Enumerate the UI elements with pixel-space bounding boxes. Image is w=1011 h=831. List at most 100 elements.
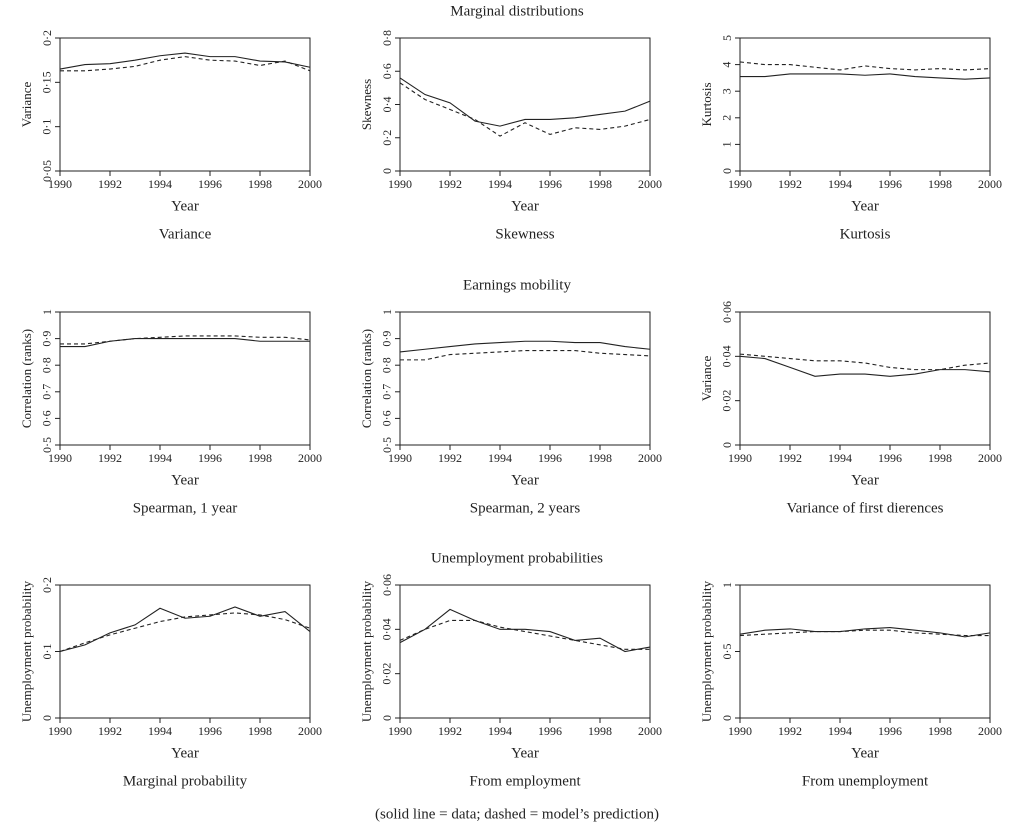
y-axis-label: Correlation (ranks) bbox=[359, 329, 374, 428]
x-tick-label: 1992 bbox=[438, 177, 462, 191]
y-tick-label: 0 bbox=[720, 442, 734, 448]
series-line bbox=[60, 335, 311, 345]
x-tick-label: 1992 bbox=[98, 724, 122, 738]
series-line bbox=[60, 338, 310, 348]
x-tick-label: 1994 bbox=[488, 724, 512, 738]
y-tick-label: 0 bbox=[720, 168, 734, 174]
plot-frame bbox=[739, 311, 991, 446]
series-line bbox=[739, 629, 990, 637]
x-axis-label: Year bbox=[511, 198, 539, 214]
y-tick-label: 0·4 bbox=[380, 97, 394, 113]
x-axis-label: Year bbox=[171, 198, 199, 214]
y-tick-label: 0·2 bbox=[380, 130, 394, 146]
panel-title: Variance bbox=[159, 226, 212, 242]
series-line bbox=[740, 73, 991, 80]
series-line bbox=[739, 353, 991, 371]
x-tick-label: 2000 bbox=[978, 177, 1002, 191]
y-tick-label: 0·04 bbox=[720, 345, 734, 367]
series-line bbox=[399, 340, 651, 353]
y-tick-label: 2 bbox=[720, 115, 734, 121]
series-line bbox=[59, 606, 311, 653]
y-tick-label: 0 bbox=[380, 715, 394, 721]
panel-title: Spearman, 1 year bbox=[133, 500, 238, 516]
x-tick-label: 1998 bbox=[928, 724, 952, 738]
x-tick-label: 2000 bbox=[638, 724, 662, 738]
y-axis-label: Skewness bbox=[359, 79, 374, 130]
y-tick-label: 0·6 bbox=[380, 63, 394, 79]
x-tick-label: 1996 bbox=[878, 724, 902, 738]
series-line bbox=[399, 608, 651, 653]
y-axis-label: Unemployment probability bbox=[359, 580, 374, 722]
x-tick-label: 1994 bbox=[488, 177, 512, 191]
x-tick-label: 1992 bbox=[778, 451, 802, 465]
y-tick-label: 0·6 bbox=[380, 410, 394, 426]
plot-frame bbox=[739, 37, 991, 172]
y-tick-label: 1 bbox=[720, 141, 734, 147]
y-tick-label: 0·8 bbox=[380, 357, 394, 373]
plot-frame bbox=[59, 37, 311, 172]
x-tick-label: 1990 bbox=[48, 177, 72, 191]
x-axis-label: Year bbox=[511, 472, 539, 488]
y-tick-label: 0·15 bbox=[40, 71, 54, 93]
x-tick-label: 1992 bbox=[438, 724, 462, 738]
x-tick-label: 1996 bbox=[538, 177, 562, 191]
panel-title: Marginal probability bbox=[123, 773, 248, 789]
x-tick-label: 1998 bbox=[588, 451, 612, 465]
x-axis-label: Year bbox=[511, 745, 539, 761]
y-tick-label: 0·02 bbox=[380, 663, 394, 685]
y-tick-label: 1 bbox=[380, 309, 394, 315]
y-tick-label: 0·8 bbox=[40, 357, 54, 373]
x-tick-label: 1994 bbox=[488, 451, 512, 465]
series-line bbox=[59, 612, 311, 653]
x-axis-label: Year bbox=[171, 472, 199, 488]
y-tick-label: 1 bbox=[720, 582, 734, 588]
y-axis-label: Unemployment probability bbox=[699, 580, 714, 722]
x-tick-label: 2000 bbox=[298, 451, 322, 465]
x-tick-label: 1994 bbox=[148, 177, 172, 191]
series-line bbox=[399, 619, 650, 650]
y-tick-label: 0·2 bbox=[40, 30, 54, 46]
x-tick-label: 1998 bbox=[588, 724, 612, 738]
x-tick-label: 1998 bbox=[588, 177, 612, 191]
panel-title: Skewness bbox=[495, 226, 554, 242]
x-tick-label: 1990 bbox=[728, 177, 752, 191]
series-line bbox=[399, 82, 651, 137]
y-tick-label: 0 bbox=[720, 715, 734, 721]
y-axis-label: Kurtosis bbox=[699, 82, 714, 126]
section-title: Unemployment probabilities bbox=[431, 550, 603, 566]
y-axis-label: Unemployment probability bbox=[19, 580, 34, 722]
y-axis-label: Variance bbox=[699, 356, 714, 402]
x-tick-label: 2000 bbox=[298, 177, 322, 191]
y-tick-label: 0·06 bbox=[380, 574, 394, 596]
y-axis-label: Variance bbox=[19, 82, 34, 128]
x-tick-label: 1996 bbox=[198, 451, 222, 465]
y-tick-label: 0·7 bbox=[40, 384, 54, 400]
y-tick-label: 0 bbox=[40, 715, 54, 721]
x-tick-label: 1990 bbox=[48, 451, 72, 465]
x-tick-label: 1996 bbox=[198, 724, 222, 738]
y-tick-label: 0·7 bbox=[380, 384, 394, 400]
x-tick-label: 2000 bbox=[638, 451, 662, 465]
panel-title: Variance of first dierences bbox=[786, 500, 943, 516]
series-line bbox=[739, 61, 991, 71]
y-tick-label: 0·02 bbox=[720, 390, 734, 412]
y-tick-label: 0·5 bbox=[380, 437, 394, 453]
series-line bbox=[399, 77, 651, 127]
x-tick-label: 1998 bbox=[928, 177, 952, 191]
x-tick-label: 2000 bbox=[978, 724, 1002, 738]
x-axis-label: Year bbox=[851, 472, 879, 488]
x-tick-label: 2000 bbox=[298, 724, 322, 738]
series-line bbox=[60, 56, 311, 72]
y-tick-label: 0·5 bbox=[40, 437, 54, 453]
panel-title: From unemployment bbox=[802, 773, 929, 789]
panel-title: From employment bbox=[469, 773, 581, 789]
y-tick-label: 0·04 bbox=[380, 618, 394, 640]
figure-caption: (solid line = data; dashed = model’s pre… bbox=[375, 806, 659, 822]
series-line bbox=[400, 350, 651, 361]
x-tick-label: 1990 bbox=[48, 724, 72, 738]
y-tick-label: 0·1 bbox=[40, 644, 54, 660]
plot-frame bbox=[59, 584, 311, 719]
y-tick-label: 0·5 bbox=[720, 644, 734, 660]
y-tick-label: 0·8 bbox=[380, 30, 394, 46]
